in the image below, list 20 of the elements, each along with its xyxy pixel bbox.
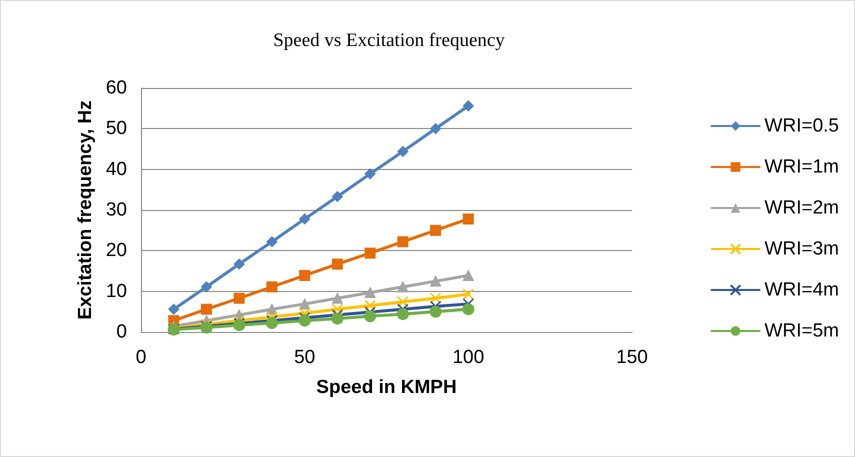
legend-label: WRI=3m	[764, 238, 839, 260]
chart-title: Speed vs Excitation frequency	[273, 30, 506, 51]
legend-label: WRI=0.5	[764, 116, 840, 136]
y-tick-label: 0	[116, 322, 127, 342]
legend-label: WRI=2m	[764, 198, 839, 218]
y-tick-label: 60	[106, 78, 127, 98]
legend-label: WRI=1m	[764, 156, 839, 178]
y-tick-label: 30	[106, 200, 127, 220]
y-tick-label: 10	[106, 280, 127, 302]
x-tick-label: 150	[616, 347, 648, 368]
y-tick-label: 40	[106, 158, 127, 180]
legend-label: WRI=5m	[764, 320, 839, 342]
y-tick-label: 50	[106, 118, 127, 140]
x-axis-title: Speed in KMPH	[316, 377, 457, 398]
legend-label: WRI=4m	[764, 280, 839, 300]
y-tick-label: 20	[106, 240, 127, 262]
x-tick-label: 0	[136, 347, 146, 368]
x-tick-label: 50	[294, 347, 316, 368]
x-tick-label: 100	[452, 347, 484, 368]
y-axis-title: Excitation frequency, Hz	[74, 100, 96, 320]
